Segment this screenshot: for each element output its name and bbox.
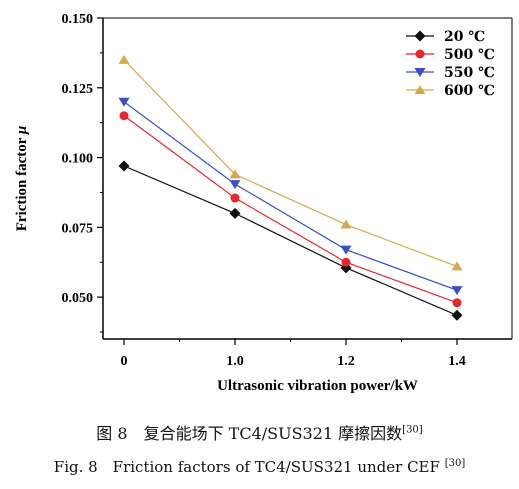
caption-cn-reference: [30] [402, 424, 423, 436]
data-point [451, 286, 463, 296]
caption-cn-text: 图 8 复合能场下 TC4/SUS321 摩擦因数 [96, 424, 403, 443]
data-point [229, 169, 241, 179]
data-point [451, 261, 463, 271]
legend-item: 20 ℃ [406, 29, 485, 45]
data-point [340, 219, 352, 229]
x-tick-label: 1.2 [337, 354, 355, 369]
series-0 [118, 160, 463, 321]
series-line [123, 101, 458, 291]
legend-label: 600 ℃ [444, 83, 495, 99]
data-point [229, 207, 241, 219]
data-point [118, 97, 130, 107]
series-2 [118, 97, 463, 296]
x-tick-label: 0 [121, 354, 128, 369]
x-axis-title: Ultrasonic vibration power/kW [217, 378, 418, 394]
axes-layer: 0.050 0.075 0.100 0.125 0.150 0 1.0 1.2 1.4 Ultra… [14, 12, 513, 394]
y-tick-label: 0.125 [62, 82, 94, 97]
y-tick-label: 0.050 [62, 291, 94, 306]
data-point [451, 309, 463, 321]
legend-item: 500 ℃ [406, 47, 495, 63]
x-tick-label: 1.4 [448, 354, 466, 369]
y-axis-title: Friction factor μ [14, 126, 30, 232]
y-axis-title-symbol: μ [14, 126, 30, 135]
caption-en-reference: [30] [444, 458, 466, 469]
legend-item: 550 ℃ [406, 65, 495, 81]
data-point [341, 257, 351, 267]
legend-marker [414, 30, 426, 42]
friction-factor-chart: 0.050 0.075 0.100 0.125 0.150 0 1.0 1.2 1.4 Ultra… [14, 12, 513, 394]
y-tick-label: 0.100 [62, 152, 94, 167]
series-layer [118, 54, 463, 321]
legend-item: 600 ℃ [406, 83, 495, 99]
caption-en-text: Fig. 8 Friction factors of TC4/SUS321 un… [53, 458, 445, 476]
legend-label: 20 ℃ [444, 29, 485, 45]
data-point [452, 298, 462, 308]
legend-marker [415, 49, 425, 59]
legend-label: 500 ℃ [444, 47, 495, 63]
series-3 [118, 54, 463, 271]
figure-caption-chinese: 图 8 复合能场下 TC4/SUS321 摩擦因数[30] [0, 420, 519, 444]
legend: 20 ℃ 500 ℃ 550 ℃ 600 ℃ [406, 29, 495, 99]
legend-marker [414, 85, 426, 94]
data-point [340, 245, 352, 255]
data-point [229, 180, 241, 190]
legend-marker [414, 68, 426, 77]
data-point [230, 193, 240, 203]
series-line [123, 59, 458, 267]
legend-label: 550 ℃ [444, 65, 495, 81]
x-tick-label: 1.0 [226, 354, 244, 369]
y-tick-label: 0.150 [62, 12, 94, 27]
figure-caption-english: Fig. 8 Friction factors of TC4/SUS321 un… [0, 456, 519, 477]
data-point [118, 160, 130, 172]
series-line [123, 165, 458, 316]
series-line [123, 115, 458, 304]
data-point [118, 54, 130, 64]
data-point [119, 111, 129, 121]
y-tick-label: 0.075 [62, 221, 94, 236]
series-1 [119, 111, 462, 308]
